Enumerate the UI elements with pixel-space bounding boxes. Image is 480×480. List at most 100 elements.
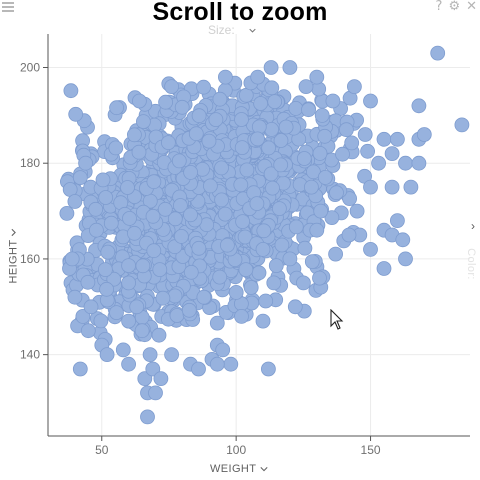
data-point[interactable] [173,228,189,244]
data-point[interactable] [328,246,344,262]
data-point[interactable] [398,251,413,267]
data-point[interactable] [238,87,254,103]
data-point[interactable] [134,323,150,339]
data-point[interactable] [411,155,427,171]
data-point[interactable] [171,153,187,169]
data-point[interactable] [99,281,114,297]
data-point[interactable] [99,347,115,363]
data-point[interactable] [98,190,114,205]
data-point[interactable] [142,347,158,363]
data-point[interactable] [288,101,304,116]
chevron-right-icon[interactable]: › [471,219,475,233]
data-point[interactable] [234,112,249,127]
data-point[interactable] [146,243,162,259]
data-point[interactable] [80,323,96,339]
data-point[interactable] [363,93,378,109]
data-point[interactable] [160,135,176,151]
data-point[interactable] [172,198,188,213]
data-point[interactable] [191,361,206,377]
data-point[interactable] [223,356,239,372]
data-point[interactable] [191,108,207,124]
data-point[interactable] [209,315,225,331]
data-point[interactable] [344,135,360,151]
data-point[interactable] [67,194,83,209]
data-point[interactable] [329,185,344,201]
data-point[interactable] [126,127,142,143]
data-point[interactable] [196,289,212,305]
data-point[interactable] [121,275,137,291]
data-point[interactable] [317,169,333,185]
data-point[interactable] [158,94,174,110]
data-point[interactable] [273,133,289,148]
data-point[interactable] [219,237,235,253]
data-point[interactable] [238,262,254,278]
data-point[interactable] [249,196,265,212]
data-point[interactable] [234,308,249,324]
data-point[interactable] [83,299,99,315]
data-point[interactable] [264,121,280,137]
data-point[interactable] [188,126,204,142]
data-point[interactable] [342,191,358,207]
data-point[interactable] [416,127,432,142]
data-point[interactable] [191,240,207,256]
data-point[interactable] [384,146,400,162]
data-point[interactable] [287,299,303,315]
data-point[interactable] [303,179,319,195]
data-point[interactable] [313,203,329,219]
data-point[interactable] [115,342,131,358]
data-point[interactable] [265,180,280,196]
data-point[interactable] [59,205,75,221]
data-point[interactable] [106,271,122,287]
data-point[interactable] [217,69,233,85]
data-point[interactable] [72,170,88,186]
data-point[interactable] [271,201,287,217]
data-point[interactable] [266,275,282,291]
data-point[interactable] [109,305,124,321]
help-icon[interactable]: ? [435,0,443,14]
data-point[interactable] [260,361,276,377]
data-point[interactable] [208,112,224,127]
data-point[interactable] [183,207,198,223]
data-point[interactable] [103,215,119,231]
data-point[interactable] [157,201,173,217]
data-point[interactable] [217,206,233,222]
data-point[interactable] [214,160,229,176]
data-point[interactable] [64,251,80,267]
data-point[interactable] [376,261,392,276]
data-point[interactable] [167,211,183,227]
data-point[interactable] [346,79,362,94]
hamburger-menu-icon[interactable] [2,2,14,12]
data-point[interactable] [164,79,180,94]
data-point[interactable] [145,208,161,224]
data-point[interactable] [63,83,79,99]
data-point[interactable] [181,302,197,318]
data-point[interactable] [183,164,199,180]
data-point[interactable] [282,60,298,75]
x-axis-title[interactable]: WEIGHT [210,463,269,475]
size-selector[interactable]: Size: [208,23,256,37]
data-point[interactable] [196,79,212,95]
data-point[interactable] [164,347,180,363]
data-point[interactable] [120,180,135,195]
close-icon[interactable]: ✕ [466,0,477,14]
data-point[interactable] [363,241,378,257]
data-point[interactable] [88,201,104,217]
data-point[interactable] [268,258,284,274]
data-point[interactable] [253,96,269,111]
data-point[interactable] [384,179,400,195]
data-point[interactable] [67,289,83,305]
data-point[interactable] [398,155,413,171]
data-point[interactable] [152,262,168,278]
data-point[interactable] [389,131,405,147]
data-point[interactable] [389,213,405,229]
data-point[interactable] [215,342,231,358]
data-point[interactable] [131,144,147,160]
data-point[interactable] [251,119,267,135]
data-point[interactable] [131,93,147,109]
data-point[interactable] [234,140,250,156]
data-point[interactable] [153,371,169,387]
data-point[interactable] [174,99,190,115]
data-point[interactable] [201,133,217,149]
data-point[interactable] [255,241,271,257]
data-point[interactable] [122,210,137,226]
